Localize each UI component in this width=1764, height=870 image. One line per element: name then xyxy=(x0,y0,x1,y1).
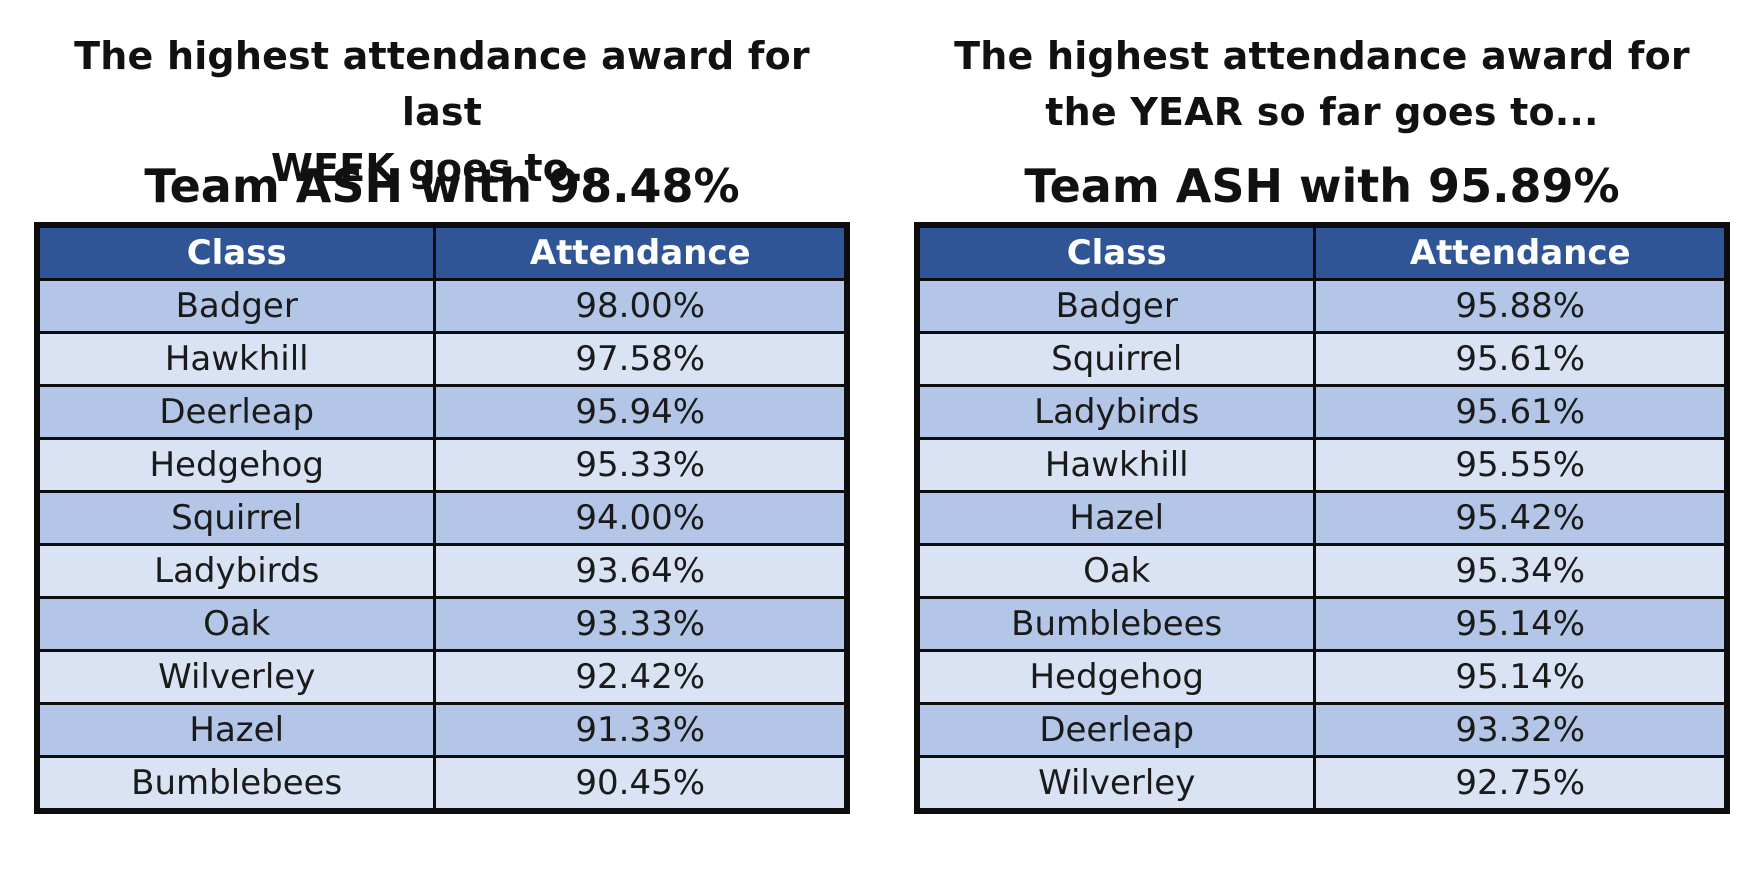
class-cell: Ladybirds xyxy=(915,384,1317,440)
table-row: Hawkhill 97.58% xyxy=(35,331,849,387)
table-row: Ladybirds 95.61% xyxy=(915,384,1729,440)
class-cell: Hazel xyxy=(915,490,1317,546)
class-cell: Bumblebees xyxy=(915,596,1317,652)
weekly-winner-title: Team ASH with 98.48% xyxy=(144,159,740,213)
attendance-cell: 95.34% xyxy=(1313,543,1729,599)
column-header-attendance: Attendance xyxy=(1313,223,1729,281)
class-cell: Squirrel xyxy=(915,331,1317,387)
attendance-cell: 95.61% xyxy=(1313,384,1729,440)
class-cell: Hawkhill xyxy=(915,437,1317,493)
yearly-heading-line-2: the YEAR so far goes to... xyxy=(1045,90,1599,134)
table-row: Deerleap 95.94% xyxy=(35,384,849,440)
table-row: Oak 93.33% xyxy=(35,596,849,652)
class-cell: Wilverley xyxy=(915,755,1317,813)
attendance-cell: 93.32% xyxy=(1313,702,1729,758)
table-row: Squirrel 94.00% xyxy=(35,490,849,546)
attendance-cell: 93.64% xyxy=(433,543,849,599)
table-row: Wilverley 92.42% xyxy=(35,649,849,705)
column-header-class: Class xyxy=(35,223,437,281)
table-row: Badger 95.88% xyxy=(915,278,1729,334)
attendance-cell: 95.61% xyxy=(1313,331,1729,387)
class-cell: Hedgehog xyxy=(915,649,1317,705)
yearly-award-heading: The highest attendance award for the YEA… xyxy=(914,28,1730,140)
table-row: Ladybirds 93.64% xyxy=(35,543,849,599)
weekly-heading-line-1: The highest attendance award for last xyxy=(74,34,810,134)
table-row: Bumblebees 95.14% xyxy=(915,596,1729,652)
table-row: Hazel 95.42% xyxy=(915,490,1729,546)
table-row: Hazel 91.33% xyxy=(35,702,849,758)
class-cell: Ladybirds xyxy=(35,543,437,599)
table-row: Hawkhill 95.55% xyxy=(915,437,1729,493)
weekly-heading-line-2: WEEK goes to... xyxy=(270,146,613,190)
table-header-row: Class Attendance xyxy=(915,223,1729,281)
table-row: Badger 98.00% xyxy=(35,278,849,334)
attendance-cell: 94.00% xyxy=(433,490,849,546)
table-header-row: Class Attendance xyxy=(35,223,849,281)
class-cell: Wilverley xyxy=(35,649,437,705)
column-header-class: Class xyxy=(915,223,1317,281)
attendance-cell: 95.42% xyxy=(1313,490,1729,546)
attendance-cell: 93.33% xyxy=(433,596,849,652)
attendance-cell: 95.14% xyxy=(1313,596,1729,652)
table-row: Squirrel 95.61% xyxy=(915,331,1729,387)
attendance-cell: 95.14% xyxy=(1313,649,1729,705)
class-cell: Oak xyxy=(915,543,1317,599)
attendance-cell: 95.88% xyxy=(1313,278,1729,334)
attendance-cell: 97.58% xyxy=(433,331,849,387)
class-cell: Deerleap xyxy=(35,384,437,440)
column-header-attendance: Attendance xyxy=(433,223,849,281)
class-cell: Oak xyxy=(35,596,437,652)
table-row: Hedgehog 95.33% xyxy=(35,437,849,493)
class-cell: Bumblebees xyxy=(35,755,437,813)
class-cell: Deerleap xyxy=(915,702,1317,758)
table-row: Hedgehog 95.14% xyxy=(915,649,1729,705)
yearly-attendance-table: Class Attendance Badger 95.88% Squirrel … xyxy=(914,222,1730,814)
class-cell: Badger xyxy=(915,278,1317,334)
attendance-cell: 95.33% xyxy=(433,437,849,493)
attendance-cell: 95.55% xyxy=(1313,437,1729,493)
table-row: Wilverley 92.75% xyxy=(915,755,1729,813)
class-cell: Squirrel xyxy=(35,490,437,546)
yearly-heading-line-1: The highest attendance award for xyxy=(954,34,1690,78)
class-cell: Hedgehog xyxy=(35,437,437,493)
attendance-cell: 92.42% xyxy=(433,649,849,705)
yearly-winner-title: Team ASH with 95.89% xyxy=(1024,159,1620,213)
class-cell: Hazel xyxy=(35,702,437,758)
table-row: Deerleap 93.32% xyxy=(915,702,1729,758)
attendance-cell: 90.45% xyxy=(433,755,849,813)
attendance-cell: 98.00% xyxy=(433,278,849,334)
class-cell: Hawkhill xyxy=(35,331,437,387)
table-row: Bumblebees 90.45% xyxy=(35,755,849,813)
table-row: Oak 95.34% xyxy=(915,543,1729,599)
weekly-attendance-table: Class Attendance Badger 98.00% Hawkhill … xyxy=(34,222,850,814)
attendance-cell: 92.75% xyxy=(1313,755,1729,813)
weekly-award-heading: The highest attendance award for last WE… xyxy=(34,28,850,196)
attendance-cell: 91.33% xyxy=(433,702,849,758)
attendance-cell: 95.94% xyxy=(433,384,849,440)
class-cell: Badger xyxy=(35,278,437,334)
